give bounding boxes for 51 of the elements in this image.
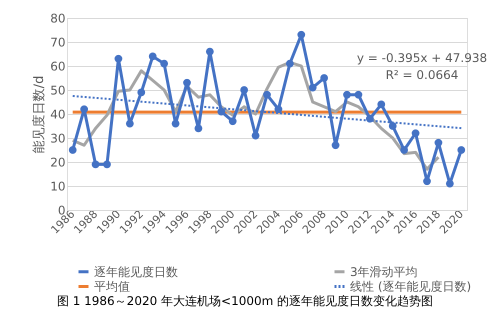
point bbox=[274, 105, 282, 114]
point bbox=[194, 124, 202, 132]
point bbox=[446, 180, 454, 188]
y-tick-label: 20 bbox=[50, 156, 66, 170]
point bbox=[400, 146, 408, 154]
point bbox=[263, 90, 271, 99]
point bbox=[160, 60, 168, 68]
y-axis-title: 能见度日数/d bbox=[31, 76, 48, 154]
y-tick-label: 40 bbox=[50, 108, 66, 122]
point bbox=[286, 60, 294, 68]
point bbox=[320, 74, 328, 82]
point bbox=[206, 48, 214, 56]
point bbox=[148, 52, 157, 60]
legend-label: 平均值 bbox=[94, 280, 130, 294]
point bbox=[308, 84, 317, 92]
point bbox=[332, 141, 340, 150]
point bbox=[80, 105, 88, 114]
point bbox=[457, 146, 466, 154]
y-tick-label: 80 bbox=[50, 12, 66, 26]
point bbox=[183, 78, 191, 87]
y-tick-label: 50 bbox=[50, 84, 66, 98]
point bbox=[343, 90, 351, 99]
legend-label: 线性 (逐年能见度日数) bbox=[350, 280, 472, 294]
y-tick-label: 70 bbox=[50, 36, 66, 50]
point bbox=[68, 146, 77, 154]
point bbox=[103, 160, 111, 168]
y-tick-label: 30 bbox=[50, 132, 66, 146]
point bbox=[434, 138, 442, 147]
annotation: R² = 0.0664 bbox=[386, 68, 458, 82]
point bbox=[366, 114, 374, 123]
point bbox=[172, 120, 180, 128]
legend-label: 3年滑动平均 bbox=[350, 264, 418, 279]
point bbox=[240, 86, 248, 94]
point bbox=[412, 129, 420, 138]
point bbox=[114, 54, 122, 63]
point bbox=[354, 90, 362, 99]
point bbox=[217, 108, 226, 116]
point bbox=[228, 117, 237, 126]
text: 图 1 1986～2020 年大连机场<1000m 的逐年能见度日数变化趋势图 bbox=[56, 294, 434, 308]
point bbox=[388, 122, 397, 130]
point bbox=[297, 30, 306, 39]
y-tick-label: 10 bbox=[50, 180, 66, 194]
point bbox=[377, 100, 386, 108]
point bbox=[423, 177, 431, 186]
point bbox=[126, 120, 134, 128]
point bbox=[137, 88, 146, 96]
y-tick-label: 60 bbox=[50, 60, 66, 74]
point bbox=[92, 160, 100, 168]
point bbox=[252, 132, 260, 140]
legend-label: 逐年能见度日数 bbox=[94, 264, 178, 279]
annotation: y = -0.395x + 47.938 bbox=[356, 51, 488, 65]
